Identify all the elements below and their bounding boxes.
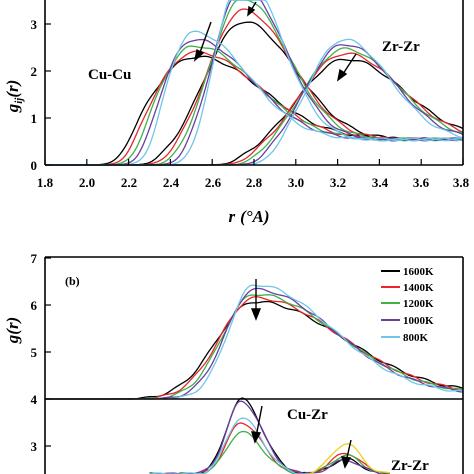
- y-axis-title-sub: ij: [13, 97, 25, 104]
- legend-label: 1400K: [403, 282, 434, 294]
- y-tick-label: 4: [31, 392, 38, 407]
- x-axis-title-var: r: [228, 207, 235, 226]
- y-tick-label: 3: [31, 439, 38, 454]
- legend-label: 1200K: [403, 298, 434, 310]
- x-tick-label: 1.8: [37, 175, 54, 190]
- x-tick-label: 3.2: [330, 175, 346, 190]
- panel-b-arrows: [250, 279, 352, 469]
- panel-a-arrows: [193, 1, 357, 82]
- zr-zr-label-b: Zr-Zr: [391, 458, 429, 474]
- zr-zr-partial-line: [306, 443, 390, 474]
- y-tick-label: 6: [31, 298, 38, 313]
- y-axis-title: gij(r): [3, 80, 25, 114]
- x-tick-label: 3.6: [413, 175, 430, 190]
- x-tick-label: 2.0: [79, 175, 95, 190]
- legend-label: 800K: [403, 332, 429, 344]
- y-axis-title-arg: (r): [3, 80, 22, 98]
- panel-b-ticks: [45, 257, 51, 447]
- x-tick-label: 2.2: [121, 175, 137, 190]
- zr-zr-rdf-line: [45, 44, 464, 166]
- cu-cu-label: Cu-Cu: [88, 67, 131, 83]
- cu-zr-partial-line: [149, 417, 307, 474]
- cu-zr-label: Cu-Zr: [287, 407, 328, 423]
- x-tick-label: 2.4: [163, 175, 180, 190]
- x-tick-label: 3.4: [372, 175, 389, 190]
- zr-zr-rdf-line: [45, 38, 464, 166]
- y-tick-label: 0: [31, 158, 38, 173]
- x-tick-label: 2.6: [205, 175, 222, 190]
- panel-a: 1.8 2.0 2.2 2.4 2.6 2.8 3.0 3.2 3.4 3.6 …: [3, 0, 470, 226]
- panel-b-y-axis-title: g(r): [3, 317, 22, 344]
- arrow-cuzr-head: [247, 5, 256, 17]
- y-tick-label: 2: [31, 64, 38, 79]
- arrow-cuzr-b: [255, 405, 263, 438]
- x-axis-title: r (°A): [228, 207, 269, 226]
- y-tick-label: 5: [31, 345, 38, 360]
- arrow-zrzr-head: [336, 68, 348, 82]
- panel-b-tag: (b): [65, 274, 80, 288]
- cu-zr-partial-line: [149, 422, 307, 474]
- panel-b: (b) 3 4 5 6 7 g(r) Cu-Zr Zr-Zr 1600K 140…: [3, 251, 464, 474]
- x-tick-label: 3.8: [453, 175, 470, 190]
- cu-cu-rdf-line: [45, 55, 464, 166]
- cu-zr-partial-line: [149, 430, 307, 474]
- x-axis-title-unit: (°A): [240, 207, 269, 226]
- panel-a-ticks: [44, 23, 464, 166]
- zr-zr-label: Zr-Zr: [382, 39, 420, 55]
- legend-label: 1000K: [403, 315, 434, 327]
- legend-label: 1600K: [403, 266, 434, 278]
- y-tick-label: 3: [31, 17, 38, 32]
- cu-cu-rdf-line: [45, 38, 464, 166]
- y-tick-label: 1: [31, 111, 38, 126]
- arrow-cucu-head: [193, 48, 205, 62]
- legend: 1600K 1400K 1200K 1000K 800K: [378, 262, 461, 346]
- y-tick-label: 7: [31, 251, 38, 266]
- arrow-cuzr-b-head: [251, 431, 262, 444]
- x-tick-label: 2.8: [246, 175, 263, 190]
- y-axis-title-main: g: [3, 103, 22, 113]
- arrow-zrzr-b-head: [341, 456, 352, 469]
- arrow-main-head: [250, 308, 262, 321]
- x-tick-label: 3.0: [288, 175, 304, 190]
